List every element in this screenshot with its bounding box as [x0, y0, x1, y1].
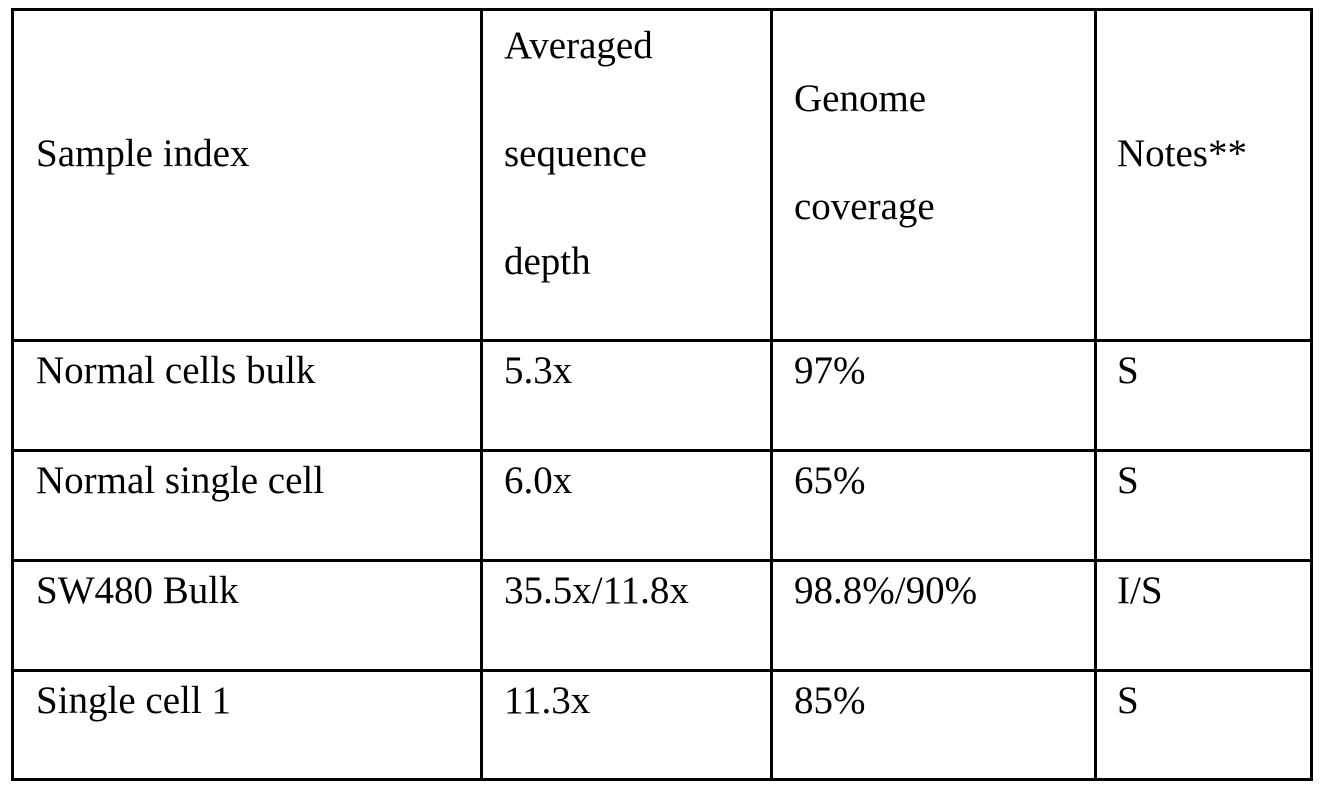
- table-cell: Normal single cell: [36, 459, 325, 502]
- column-divider: [480, 8, 483, 781]
- table-cell: 65%: [794, 459, 866, 502]
- header-genome-coverage-line1: Genome: [794, 77, 927, 120]
- header-averaged-depth-line1: Averaged: [504, 24, 653, 67]
- header-genome-coverage-line2: coverage: [794, 185, 935, 228]
- table-cell: SW480 Bulk: [36, 569, 239, 612]
- table-cell: Normal cells bulk: [36, 349, 316, 392]
- row-divider: [11, 339, 1313, 342]
- table-cell: 98.8%/90%: [794, 569, 978, 612]
- table-cell: Single cell 1: [36, 679, 231, 722]
- table-cell: I/S: [1117, 569, 1163, 612]
- table-cell: S: [1117, 679, 1139, 722]
- table-border-left: [11, 8, 14, 781]
- table-cell: 11.3x: [504, 679, 591, 722]
- table-cell: 6.0x: [504, 459, 573, 502]
- table-border-right: [1310, 8, 1313, 781]
- row-divider: [11, 669, 1313, 672]
- row-divider: [11, 449, 1313, 452]
- table-cell: 35.5x/11.8x: [504, 569, 689, 612]
- table-cell: S: [1117, 459, 1139, 502]
- header-averaged-depth-line3: depth: [504, 240, 591, 283]
- table-cell: 97%: [794, 349, 866, 392]
- table-cell: S: [1117, 349, 1139, 392]
- header-sample-index: Sample index: [36, 132, 250, 175]
- row-divider: [11, 559, 1313, 562]
- table-border-bottom: [11, 778, 1313, 781]
- column-divider: [770, 8, 773, 781]
- table-cell: 85%: [794, 679, 866, 722]
- header-averaged-depth-line2: sequence: [504, 132, 647, 175]
- table-cell: 5.3x: [504, 349, 573, 392]
- column-divider: [1094, 8, 1097, 781]
- header-notes: Notes**: [1117, 132, 1247, 175]
- table-border-top: [11, 8, 1313, 11]
